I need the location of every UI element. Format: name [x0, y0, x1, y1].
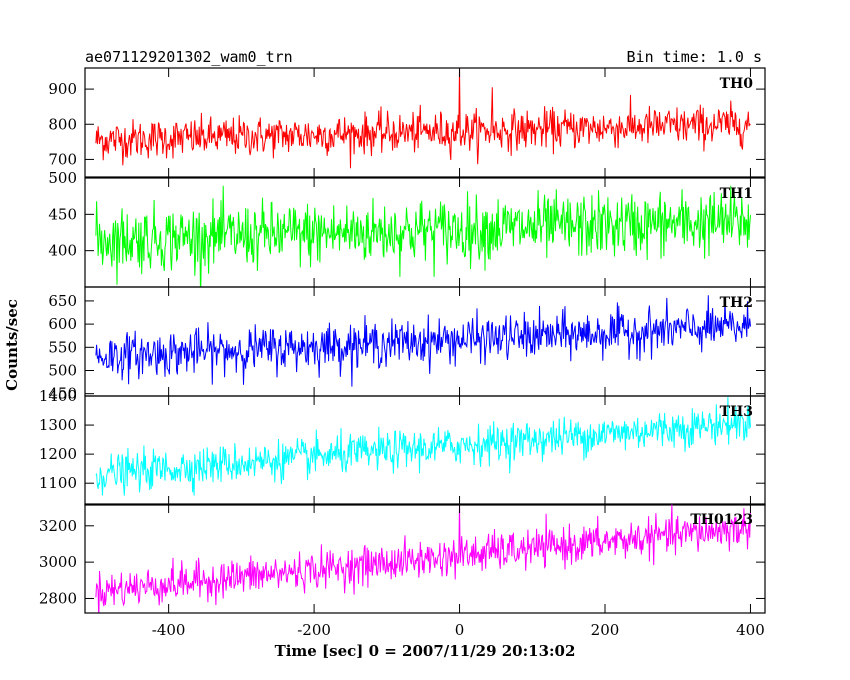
panel-th2: 450 500 550 600 650 TH2: [48, 286, 766, 403]
x-axis: -400 -200 0 200 400: [152, 621, 765, 639]
y-tick-label: 450: [48, 205, 77, 223]
y-tick-label: 2800: [39, 589, 77, 607]
panels-group: 700 800 900 TH0 400 450 500 TH1 450 500 550 600 650 T…: [39, 67, 766, 614]
x-tick-label: 0: [455, 621, 465, 639]
y-tick-label: 1100: [39, 474, 77, 492]
y-tick-label: 500: [48, 361, 77, 379]
y-tick-label: 600: [48, 315, 77, 333]
panel-th3: 1100 1200 1300 1400 TH3: [39, 387, 766, 506]
y-tick-label: 700: [48, 150, 77, 168]
panel-th0: 700 800 900 TH0: [48, 67, 766, 178]
y-tick-label: 3000: [39, 553, 77, 571]
series-line-th2: [95, 295, 751, 387]
panel-th0123: 2800 3000 3200 TH0123: [39, 503, 766, 614]
x-tick-label: 200: [591, 621, 620, 639]
y-tick-label: 500: [48, 169, 77, 187]
series-line-th1: [95, 185, 751, 287]
series-line-th0123: [95, 504, 751, 613]
y-axis-title: Counts/sec: [3, 299, 21, 391]
panel-frame: [84, 503, 766, 614]
y-tick-label: 650: [48, 292, 77, 310]
y-tick-label: 450: [48, 385, 77, 403]
series-line-th3: [95, 396, 751, 496]
y-tick-label: 800: [48, 115, 77, 133]
panel-label-th2: TH2: [720, 295, 753, 311]
panel-label-th3: TH3: [720, 404, 753, 420]
y-tick-label: 550: [48, 338, 77, 356]
panel-label-th1: TH1: [720, 186, 753, 202]
series-line-th0: [95, 68, 751, 169]
y-tick-label: 900: [48, 80, 77, 98]
panel-frame: [84, 395, 766, 506]
bin-time-label: Bin time: 1.0 s: [627, 48, 762, 66]
x-tick-label: -400: [152, 621, 186, 639]
y-tick-label: 1200: [39, 445, 77, 463]
panel-th1: 400 450 500 TH1: [48, 169, 766, 288]
chart-title: ae071129201302_wam0_trn: [85, 48, 293, 66]
x-axis-title: Time [sec] 0 = 2007/11/29 20:13:02: [275, 642, 576, 660]
y-tick-label: 3200: [39, 517, 77, 535]
panel-label-th0123: TH0123: [690, 512, 753, 528]
panel-label-th0: TH0: [720, 76, 754, 92]
y-tick-label: 1300: [39, 416, 77, 434]
y-tick-label: 1400: [39, 387, 77, 405]
x-tick-label: -200: [297, 621, 331, 639]
panel-frame: [84, 67, 766, 178]
y-tick-label: 400: [48, 242, 77, 260]
x-tick-label: 400: [736, 621, 765, 639]
